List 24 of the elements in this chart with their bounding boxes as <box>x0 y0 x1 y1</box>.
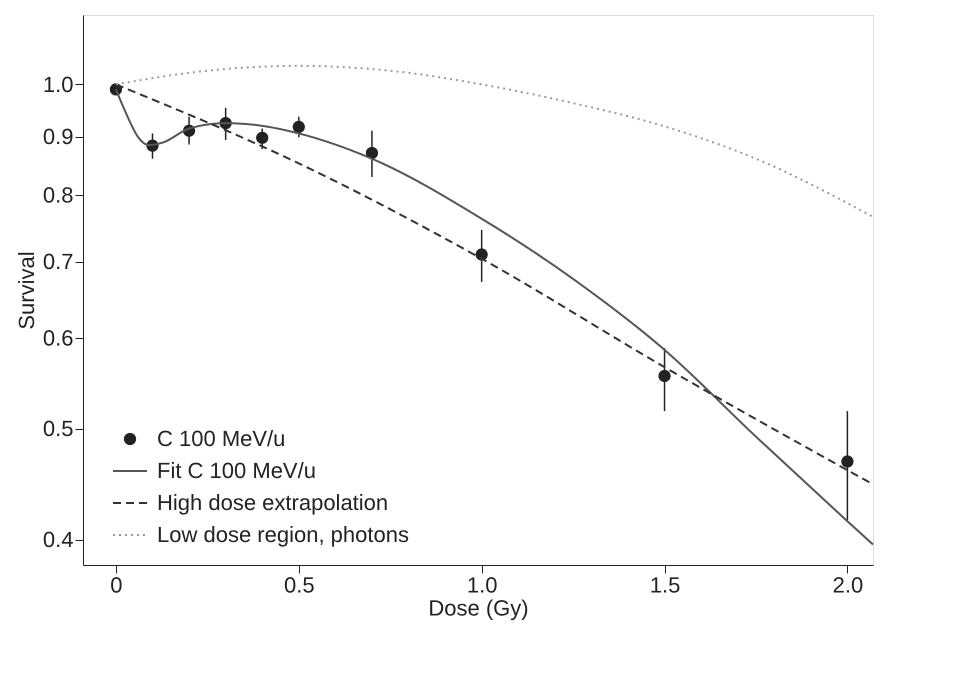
point <box>841 455 854 468</box>
y-tick-label: 1.0 <box>42 72 74 97</box>
legend-label: High dose extrapolation <box>157 490 388 515</box>
point <box>476 248 488 261</box>
point <box>256 132 268 144</box>
y-tick-label: 0.6 <box>42 326 74 351</box>
x-axis-title: Dose (Gy) <box>428 596 529 620</box>
legend-label: Low dose region, photons <box>157 522 409 547</box>
y-tick-label: 0.8 <box>42 182 74 208</box>
legend-label: Fit C 100 MeV/u <box>157 458 316 483</box>
point <box>658 370 671 382</box>
x-tick-label: 1.5 <box>650 572 680 598</box>
x-tick-label: 0.5 <box>284 572 315 598</box>
legend-label: C 100 MeV/u <box>157 426 286 451</box>
y-tick-label: 0.4 <box>42 527 74 552</box>
y-tick-label: 0.9 <box>42 124 74 150</box>
x-tick-label: 1.0 <box>466 572 498 598</box>
y-tick-label: 0.7 <box>42 249 74 274</box>
y-axis-title: Survival <box>14 251 39 330</box>
x-tick-label: 0 <box>110 572 123 598</box>
point <box>292 120 305 134</box>
x-tick-label: 2.0 <box>832 572 864 598</box>
y-tick-label: 0.5 <box>42 416 74 442</box>
point <box>366 146 378 160</box>
